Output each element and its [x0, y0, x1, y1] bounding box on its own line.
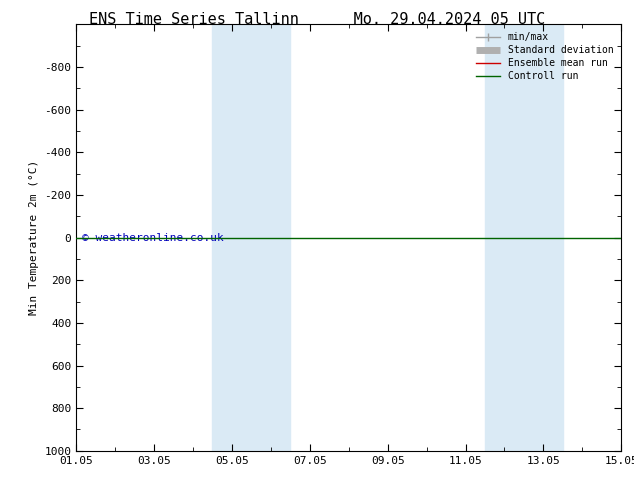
- Bar: [485, 24, 563, 451]
- Y-axis label: Min Temperature 2m (°C): Min Temperature 2m (°C): [29, 160, 39, 315]
- Text: ENS Time Series Tallinn      Mo. 29.04.2024 05 UTC: ENS Time Series Tallinn Mo. 29.04.2024 0…: [89, 12, 545, 27]
- Bar: [212, 24, 290, 451]
- Legend: min/max, Standard deviation, Ensemble mean run, Controll run: min/max, Standard deviation, Ensemble me…: [473, 29, 616, 84]
- Text: © weatheronline.co.uk: © weatheronline.co.uk: [82, 233, 223, 243]
